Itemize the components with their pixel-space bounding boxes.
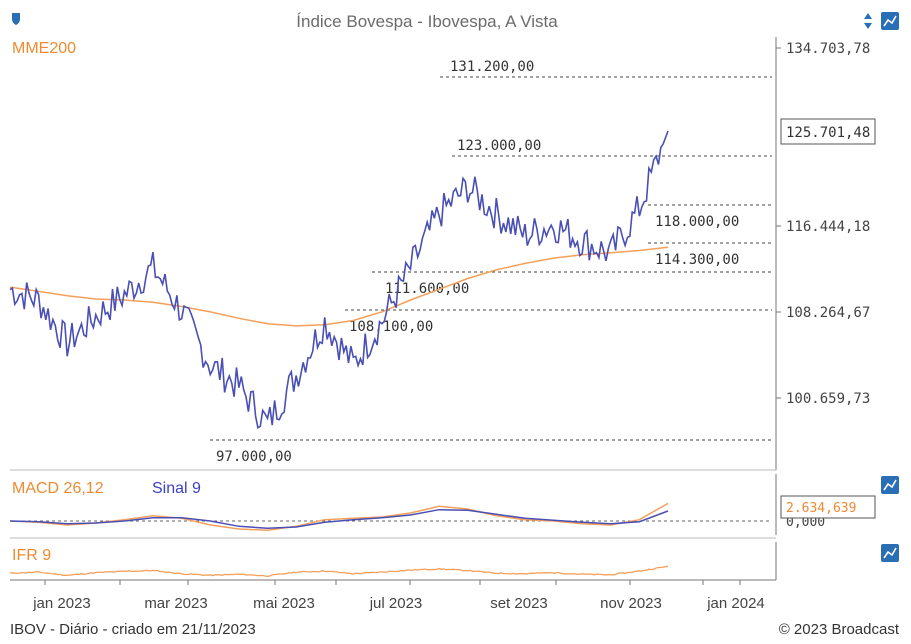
macd-line (9, 502, 669, 532)
level-labels: 131.200,00 123.000,00 118.000,00 114.300… (216, 59, 739, 465)
level-label: 118.000,00 (655, 214, 739, 230)
level-label: 108.100,00 (349, 319, 433, 335)
legend-mme200: MME200 (12, 40, 76, 57)
chart-title: Índice Bovespa - Ibovespa, A Vista (296, 12, 558, 31)
price-points (9, 130, 669, 424)
level-label: 123.000,00 (457, 138, 541, 154)
y-tick-label: 116.444,18 (786, 219, 870, 235)
y-tick-label: 100.659,73 (786, 391, 870, 407)
legend-signal: Sinal 9 (152, 480, 201, 497)
price-line (9, 130, 669, 429)
x-tick-label: nov 2023 (600, 595, 662, 612)
current-price-value: 125.701,48 (786, 125, 870, 141)
footer-caption: IBOV - Diário - criado em 21/11/2023 (10, 621, 256, 638)
current-price-box: 125.701,48 (780, 118, 876, 145)
chart-settings-icon[interactable] (881, 476, 899, 494)
macd-current-box: 2.634,639 (780, 495, 876, 519)
x-tick-label: mar 2023 (144, 595, 207, 612)
x-tick-label: jan 2023 (32, 595, 91, 612)
x-ticks (44, 580, 741, 585)
macd-zero-label: 0,000 (786, 515, 825, 530)
legend-macd: MACD 26,12 (12, 480, 104, 497)
level-label: 97.000,00 (216, 449, 292, 465)
level-label: 111.600,00 (385, 281, 469, 297)
x-tick-label: jan 2024 (706, 595, 765, 612)
signal-line (9, 508, 669, 530)
level-label: 114.300,00 (655, 252, 739, 268)
ifr-line (9, 565, 669, 578)
x-tick-label: mai 2023 (253, 595, 315, 612)
level-label: 131.200,00 (450, 59, 534, 75)
y-tick-label: 134.703,78 (786, 41, 870, 57)
x-tick-label: jul 2023 (369, 595, 423, 612)
up-down-arrows-icon[interactable] (864, 13, 872, 29)
price-y-ticks: 134.703,78 116.444,18 108.264,67 100.659… (776, 41, 870, 407)
x-tick-labels: jan 2023 mar 2023 mai 2023 jul 2023 set … (32, 595, 765, 612)
legend-ifr: IFR 9 (12, 547, 51, 564)
footer-copyright: © 2023 Broadcast (779, 621, 900, 638)
y-tick-label: 108.264,67 (786, 305, 870, 321)
shield-icon[interactable] (12, 13, 20, 25)
x-tick-label: set 2023 (490, 595, 548, 612)
chart-settings-icon[interactable] (881, 12, 899, 30)
chart-settings-icon[interactable] (881, 544, 899, 562)
level-lines (210, 76, 772, 441)
macd-current-value: 2.634,639 (786, 501, 856, 516)
